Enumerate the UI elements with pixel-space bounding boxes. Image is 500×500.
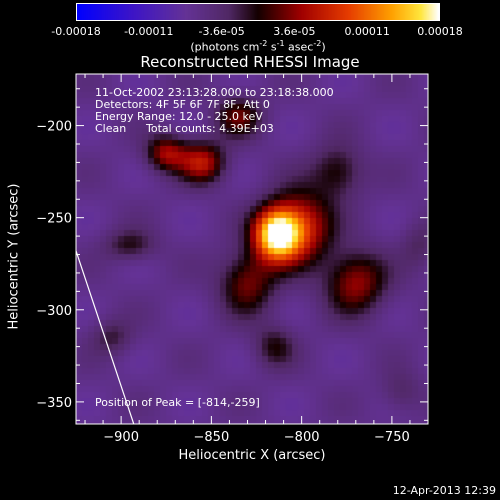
annotation-energy-range: Energy Range: 12.0 - 25.0 keV: [95, 110, 263, 123]
y-axis-label: Heliocentric Y (arcsec): [6, 183, 22, 330]
y-tick-label: −300: [36, 304, 72, 319]
colorbar-tick-label: 0.00011: [344, 25, 390, 38]
y-tick-label: −200: [36, 120, 72, 135]
x-tick-label: −900: [103, 430, 139, 445]
x-tick-label: −850: [194, 430, 230, 445]
y-tick-label: −350: [36, 396, 72, 411]
colorbar-tick-label: 0.00018: [417, 25, 463, 38]
solar-limb-line: [75, 250, 135, 425]
colorbar: [76, 3, 440, 21]
colorbar-tick-label: -0.00011: [124, 25, 174, 38]
annotation-time-range: 11-Oct-2002 23:13:28.000 to 23:18:38.000: [95, 86, 334, 99]
plot-frame: [75, 73, 429, 425]
annotation-detectors: Detectors: 4F 5F 6F 7F 8F, Att 0: [95, 98, 270, 111]
colorbar-tick-label: -0.00018: [51, 25, 101, 38]
colorbar-units: (photons cm-2 s-1 asec-2): [190, 39, 326, 54]
chart-title: Reconstructed RHESSI Image: [140, 53, 360, 71]
colorbar-tick-label: -3.6e-05: [198, 25, 245, 38]
x-tick-label: −800: [284, 430, 320, 445]
annotation-clean: Clean: [95, 122, 127, 135]
footer-date: 12-Apr-2013 12:39: [392, 484, 496, 497]
colorbar-tick-label: 3.6e-05: [273, 25, 316, 38]
rhessi-image-heatmap: [76, 74, 428, 424]
x-axis-label: Heliocentric X (arcsec): [178, 448, 326, 463]
annotation-peak-position: Position of Peak = [-814,-259]: [95, 396, 260, 409]
annotation-total-counts: Total counts: 4.39E+03: [146, 122, 274, 135]
x-tick-label: −750: [374, 430, 410, 445]
y-tick-label: −250: [36, 212, 72, 227]
